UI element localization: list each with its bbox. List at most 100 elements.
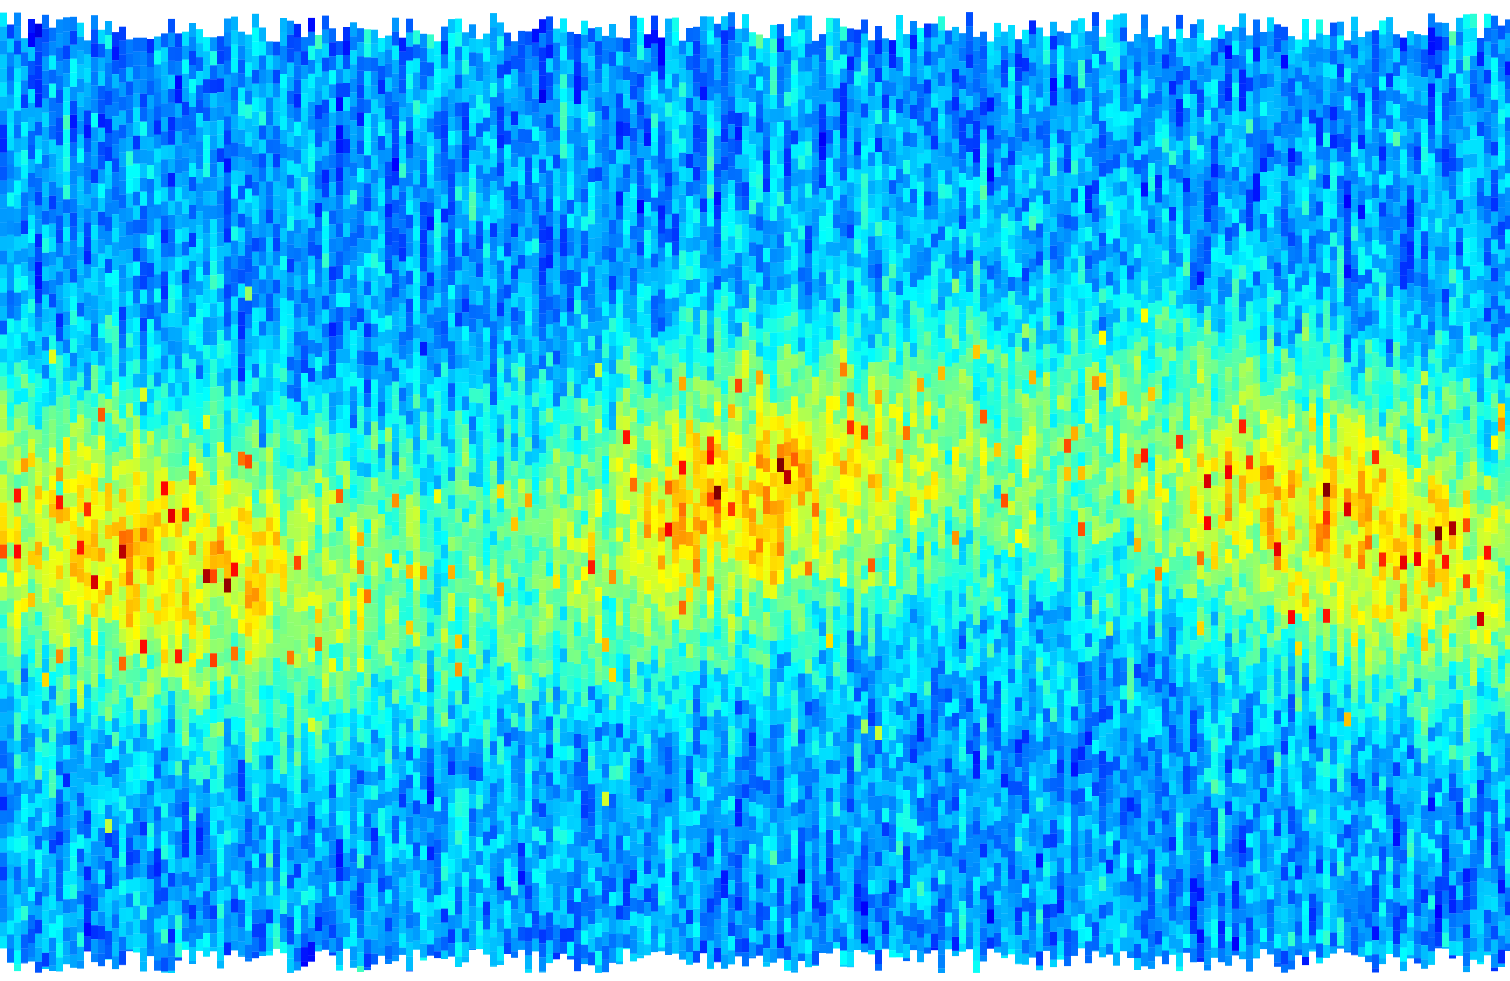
noise-cell bbox=[224, 187, 231, 201]
noise-cell bbox=[63, 563, 70, 577]
noise-cell bbox=[182, 284, 189, 298]
noise-cell bbox=[350, 330, 357, 344]
noise-cell bbox=[210, 79, 217, 93]
noise-cell bbox=[133, 248, 140, 262]
noise-cell bbox=[147, 851, 154, 865]
noise-cell bbox=[105, 287, 112, 301]
noise-cell bbox=[455, 453, 462, 467]
noise-cell bbox=[420, 692, 427, 706]
noise-cell bbox=[147, 571, 154, 585]
noise-cell bbox=[364, 393, 371, 407]
noise-cell bbox=[308, 830, 315, 844]
noise-cell bbox=[483, 706, 490, 720]
noise-cell bbox=[259, 126, 266, 140]
noise-cell bbox=[119, 279, 126, 293]
noise-cell bbox=[77, 793, 84, 807]
noise-cell bbox=[35, 626, 42, 640]
noise-cell bbox=[217, 372, 224, 386]
noise-cell bbox=[168, 915, 175, 929]
noise-cell bbox=[259, 266, 266, 280]
noise-cell bbox=[161, 75, 168, 89]
noise-cell bbox=[336, 293, 343, 307]
noise-cell bbox=[168, 943, 175, 957]
noise-cell bbox=[196, 225, 203, 239]
noise-cell bbox=[126, 851, 133, 865]
noise-cell bbox=[378, 192, 385, 206]
noise-cell bbox=[420, 328, 427, 342]
noise-cell bbox=[315, 791, 322, 805]
noise-cell bbox=[196, 813, 203, 827]
noise-cell bbox=[175, 495, 182, 509]
noise-cell bbox=[231, 311, 238, 325]
noise-cell bbox=[217, 218, 224, 232]
noise-cell bbox=[196, 421, 203, 435]
noise-cell bbox=[35, 738, 42, 752]
noise-cell bbox=[399, 612, 406, 626]
noise-cell bbox=[98, 688, 105, 702]
noise-cell bbox=[42, 505, 49, 519]
noise-cell bbox=[63, 409, 70, 423]
noise-cell bbox=[245, 371, 252, 385]
noise-cell bbox=[154, 919, 161, 933]
noise-cell bbox=[98, 604, 105, 618]
noise-cell bbox=[217, 848, 224, 862]
noise-cell bbox=[49, 364, 56, 378]
noise-cell bbox=[21, 318, 28, 332]
noise-cell bbox=[497, 134, 504, 148]
noise-cell bbox=[196, 85, 203, 99]
noise-cell bbox=[420, 342, 427, 356]
noise-cell bbox=[49, 602, 56, 616]
noise-cell bbox=[469, 24, 476, 38]
noise-cell bbox=[252, 700, 259, 714]
noise-cell bbox=[21, 290, 28, 304]
noise-cell bbox=[301, 569, 308, 583]
noise-cell bbox=[196, 267, 203, 281]
noise-cell bbox=[441, 937, 448, 951]
noise-cell bbox=[217, 890, 224, 904]
noise-cell bbox=[273, 518, 280, 532]
noise-cell bbox=[273, 938, 280, 949]
noise-cell bbox=[49, 868, 56, 882]
noise-cell bbox=[266, 433, 273, 447]
noise-cell bbox=[175, 845, 182, 859]
noise-cell bbox=[0, 643, 7, 657]
noise-cell bbox=[336, 475, 343, 489]
noise-cell bbox=[357, 742, 364, 756]
noise-cell bbox=[413, 912, 420, 926]
noise-cell bbox=[168, 397, 175, 411]
noise-cell bbox=[462, 956, 469, 962]
noise-cell bbox=[182, 760, 189, 774]
noise-cell bbox=[413, 156, 420, 170]
noise-cell bbox=[329, 630, 336, 644]
noise-cell bbox=[413, 212, 420, 226]
noise-cell bbox=[126, 417, 133, 431]
noise-cell bbox=[154, 93, 161, 107]
noise-cell bbox=[406, 929, 413, 943]
noise-cell bbox=[448, 775, 455, 789]
noise-cell bbox=[112, 284, 119, 298]
noise-cell bbox=[189, 513, 196, 527]
noise-cell bbox=[252, 868, 259, 882]
noise-cell bbox=[203, 639, 210, 653]
noise-cell bbox=[385, 596, 392, 610]
noise-cell bbox=[448, 943, 455, 957]
noise-cell bbox=[7, 949, 14, 963]
noise-cell bbox=[91, 127, 98, 141]
noise-cell bbox=[196, 701, 203, 715]
noise-cell bbox=[210, 149, 217, 163]
noise-cell bbox=[224, 873, 231, 887]
noise-cell bbox=[490, 825, 497, 839]
noise-cell bbox=[203, 737, 210, 751]
noise-cell bbox=[42, 295, 49, 309]
noise-cell bbox=[273, 532, 280, 546]
noise-cell bbox=[336, 251, 343, 265]
noise-cell bbox=[182, 354, 189, 368]
noise-cell bbox=[112, 340, 119, 354]
noise-cell bbox=[154, 149, 161, 163]
noise-cell bbox=[154, 499, 161, 513]
noise-cell bbox=[238, 452, 245, 466]
noise-cell bbox=[315, 231, 322, 245]
noise-cell bbox=[490, 923, 497, 937]
noise-cell bbox=[413, 114, 420, 128]
noise-cell bbox=[490, 237, 497, 251]
